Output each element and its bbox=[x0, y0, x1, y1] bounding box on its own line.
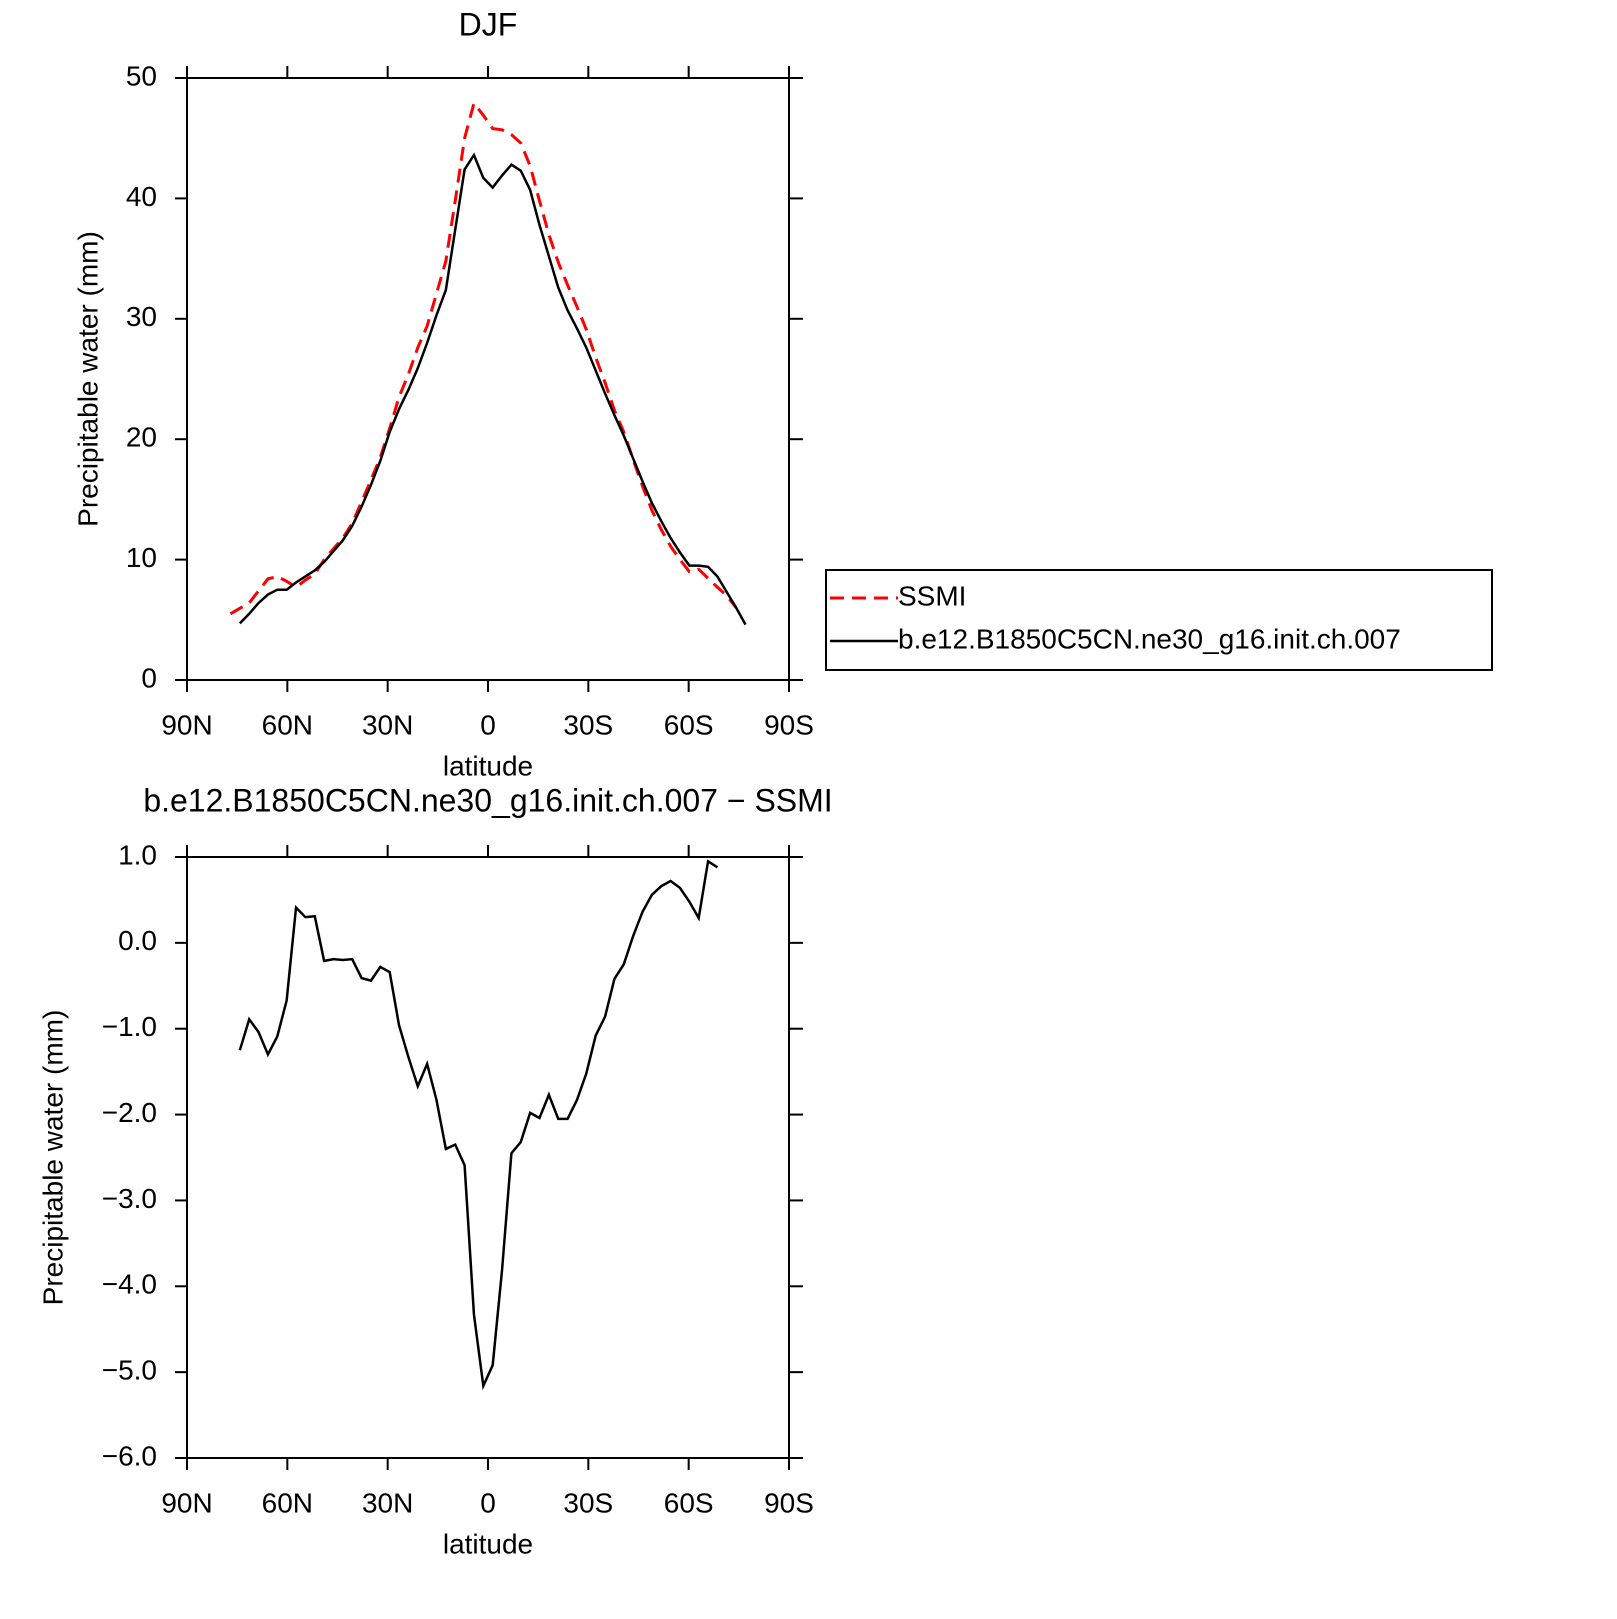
x-tick-label: 90N bbox=[161, 709, 212, 740]
x-tick-label: 0 bbox=[480, 709, 496, 740]
y-tick-label: 50 bbox=[126, 60, 157, 91]
y-tick-label: 10 bbox=[126, 542, 157, 573]
x-tick-label: 0 bbox=[480, 1487, 496, 1518]
data-line bbox=[238, 152, 747, 626]
y-tick-label: −3.0 bbox=[102, 1183, 157, 1214]
y-tick-label: 1.0 bbox=[118, 839, 157, 870]
data-line bbox=[238, 859, 719, 1391]
y-tick-label: 30 bbox=[126, 301, 157, 332]
x-tick-label: 30N bbox=[362, 709, 413, 740]
x-axis-label: latitude bbox=[443, 1528, 533, 1559]
x-tick-label: 90S bbox=[764, 1487, 814, 1518]
y-axis-label: Precipitable water (mm) bbox=[37, 1010, 68, 1306]
x-tick-label: 90S bbox=[764, 709, 814, 740]
x-tick-label: 90N bbox=[161, 1487, 212, 1518]
y-axis-label: Precipitable water (mm) bbox=[72, 231, 103, 527]
x-tick-label: 30S bbox=[563, 1487, 613, 1518]
data-line bbox=[229, 99, 738, 616]
legend-box bbox=[825, 569, 1493, 671]
x-axis-label: latitude bbox=[443, 750, 533, 781]
y-tick-label: 20 bbox=[126, 422, 157, 453]
x-tick-label: 30N bbox=[362, 1487, 413, 1518]
y-tick-label: −4.0 bbox=[102, 1269, 157, 1300]
x-tick-label: 30S bbox=[563, 709, 613, 740]
y-tick-label: 0 bbox=[141, 662, 157, 693]
y-tick-label: −5.0 bbox=[102, 1355, 157, 1386]
x-tick-label: 60S bbox=[664, 1487, 714, 1518]
legend-label: SSMI bbox=[898, 580, 966, 611]
x-tick-label: 60N bbox=[262, 1487, 313, 1518]
chart-title: DJF bbox=[459, 6, 518, 42]
y-tick-label: 40 bbox=[126, 181, 157, 212]
y-tick-label: 0.0 bbox=[118, 925, 157, 956]
chart-title: b.e12.B1850C5CN.ne30_g16.init.ch.007 − S… bbox=[143, 782, 832, 818]
y-tick-label: −6.0 bbox=[102, 1440, 157, 1471]
y-tick-label: −1.0 bbox=[102, 1011, 157, 1042]
x-tick-label: 60N bbox=[262, 709, 313, 740]
plot-frame bbox=[186, 856, 790, 1459]
y-tick-label: −2.0 bbox=[102, 1097, 157, 1128]
legend-label: b.e12.B1850C5CN.ne30_g16.init.ch.007 bbox=[898, 623, 1401, 654]
x-tick-label: 60S bbox=[664, 709, 714, 740]
